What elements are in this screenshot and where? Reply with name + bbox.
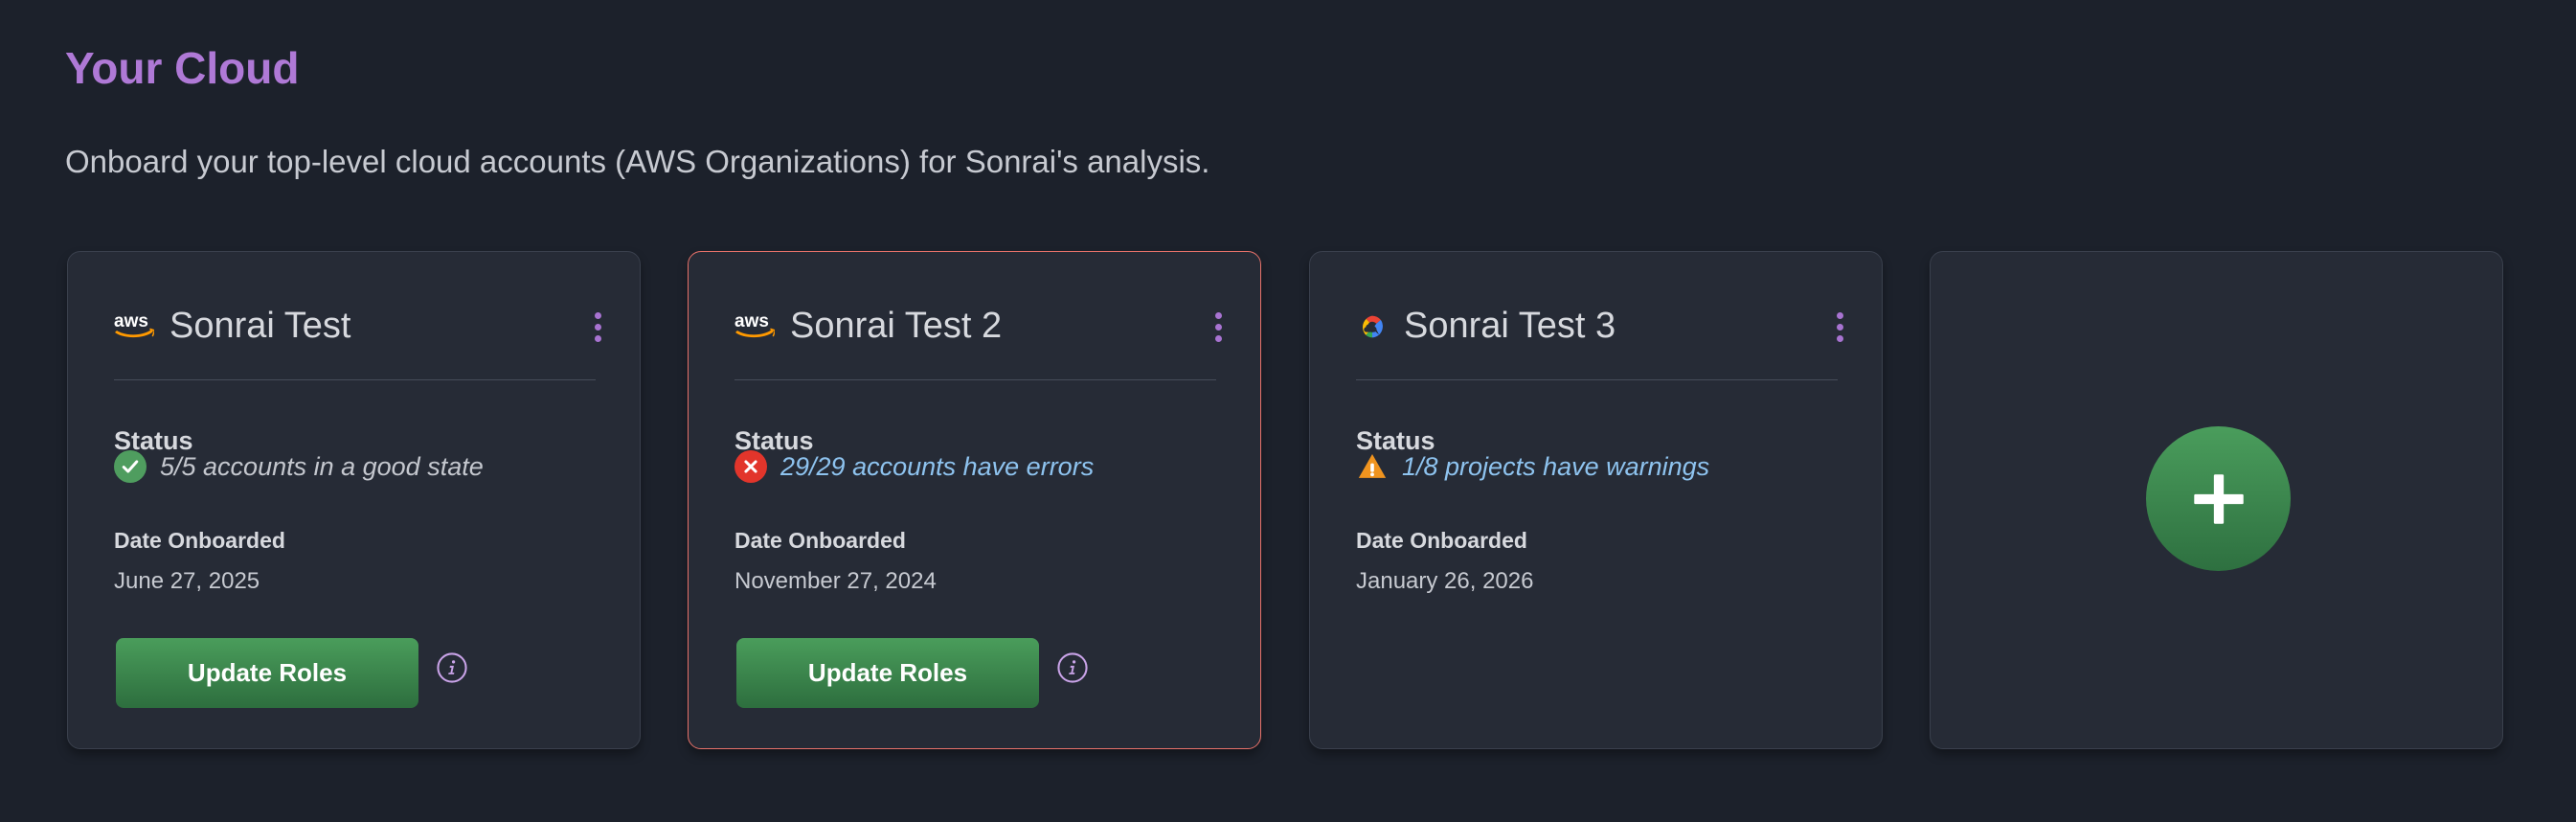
svg-text:aws: aws [114,311,148,331]
svg-text:aws: aws [734,311,769,331]
